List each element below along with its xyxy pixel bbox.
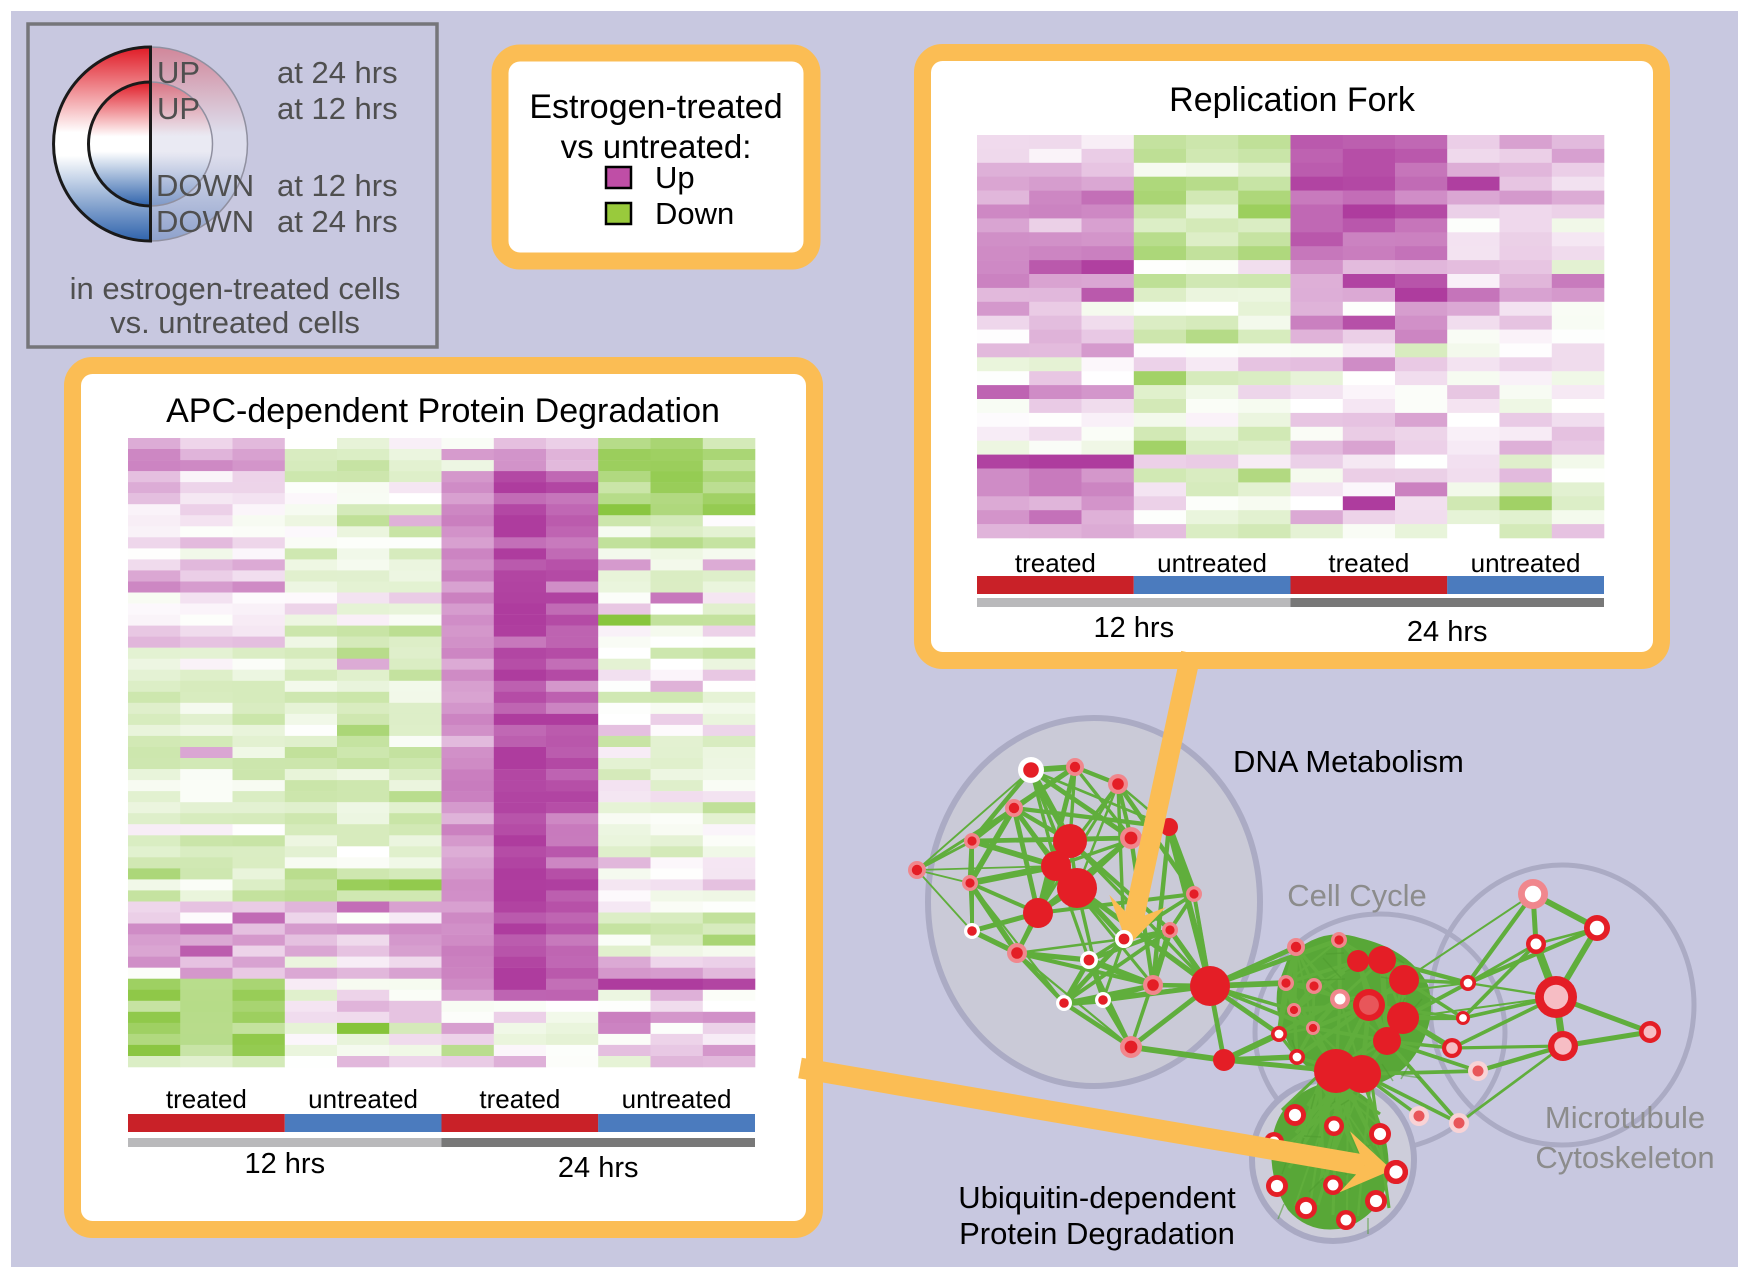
svg-text:untreated: untreated: [1471, 548, 1581, 578]
svg-text:at 12 hrs: at 12 hrs: [277, 91, 398, 126]
svg-text:Cell Cycle: Cell Cycle: [1287, 878, 1427, 913]
svg-text:untreated: untreated: [622, 1084, 732, 1114]
svg-text:untreated: untreated: [308, 1084, 418, 1114]
svg-text:vs untreated:: vs untreated:: [561, 128, 752, 165]
svg-text:in estrogen-treated cells: in estrogen-treated cells: [70, 271, 401, 306]
svg-text:vs. untreated cells: vs. untreated cells: [110, 305, 360, 340]
svg-text:12 hrs: 12 hrs: [1093, 612, 1174, 644]
svg-text:APC-dependent Protein Degradat: APC-dependent Protein Degradation: [166, 392, 720, 430]
svg-text:treated: treated: [1328, 548, 1409, 578]
svg-text:Cytoskeleton: Cytoskeleton: [1535, 1140, 1714, 1175]
svg-text:Ubiquitin-dependent: Ubiquitin-dependent: [958, 1180, 1236, 1215]
svg-text:at 12 hrs: at 12 hrs: [277, 168, 398, 203]
svg-text:at 24 hrs: at 24 hrs: [277, 204, 398, 239]
svg-text:treated: treated: [166, 1084, 247, 1114]
svg-text:at 24 hrs: at 24 hrs: [277, 55, 398, 90]
svg-text:DNA Metabolism: DNA Metabolism: [1233, 744, 1464, 779]
svg-text:Up: Up: [655, 160, 695, 195]
svg-text:Protein Degradation: Protein Degradation: [959, 1216, 1235, 1251]
svg-text:untreated: untreated: [1157, 548, 1267, 578]
svg-text:UP: UP: [157, 55, 200, 90]
svg-text:Microtubule: Microtubule: [1545, 1100, 1705, 1135]
svg-text:12 hrs: 12 hrs: [244, 1148, 325, 1180]
svg-text:UP: UP: [157, 91, 200, 126]
svg-text:Replication Fork: Replication Fork: [1169, 81, 1416, 119]
svg-text:DOWN: DOWN: [156, 168, 254, 203]
svg-text:24 hrs: 24 hrs: [558, 1152, 639, 1184]
svg-text:treated: treated: [479, 1084, 560, 1114]
svg-text:24 hrs: 24 hrs: [1407, 616, 1488, 648]
svg-text:DOWN: DOWN: [156, 204, 254, 239]
svg-text:treated: treated: [1015, 548, 1096, 578]
svg-text:Estrogen-treated: Estrogen-treated: [529, 88, 782, 126]
svg-text:Down: Down: [655, 196, 734, 231]
